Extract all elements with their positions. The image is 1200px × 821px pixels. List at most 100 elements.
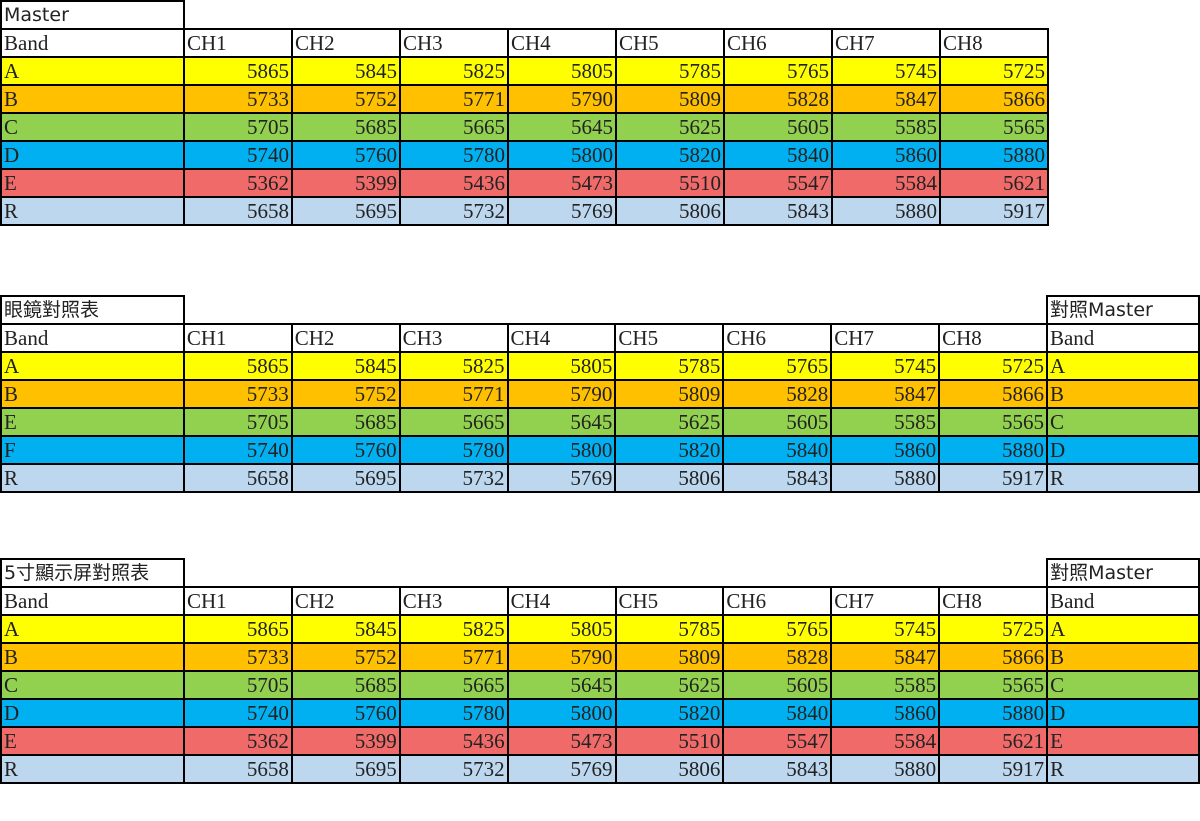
frequency-value: 5880 — [939, 140, 1049, 170]
table-row: A 5865 5845 5825 5805 5785 5765 5745 5725 A — [0, 351, 1200, 381]
channel-header: CH5 — [614, 586, 725, 616]
master-band-label: B — [1046, 642, 1200, 672]
frequency-value: 5765 — [723, 56, 833, 86]
master-band-label: E — [1046, 726, 1200, 756]
master-band-label: C — [1045, 407, 1200, 437]
band-label: F — [0, 435, 185, 465]
frequency-value: 5362 — [182, 726, 293, 756]
title-row: 5寸顯示屏對照表 對照Master — [0, 558, 1200, 588]
table-row: B 5733 5752 5771 5790 5809 5828 5847 5866 — [0, 84, 1049, 114]
frequency-value: 5785 — [614, 351, 725, 381]
frequency-value: 5785 — [615, 56, 725, 86]
frequency-value: 5790 — [506, 642, 617, 672]
frequency-value: 5645 — [506, 407, 617, 437]
header-row: Band CH1 CH2 CH3 CH4 CH5 CH6 CH7 CH8 — [0, 28, 1049, 58]
frequency-value: 5436 — [399, 168, 509, 198]
header-row: Band CH1 CH2 CH3 CH4 CH5 CH6 CH7 CH8 Band — [0, 323, 1200, 353]
band-label: A — [0, 614, 185, 644]
frequency-value: 5769 — [506, 463, 617, 493]
frequency-value: 5362 — [183, 168, 293, 198]
master-band-label: C — [1046, 670, 1200, 700]
frequency-value: 5565 — [938, 407, 1048, 437]
frequency-value: 5847 — [830, 379, 941, 409]
empty-cell — [507, 296, 616, 325]
channel-header: CH2 — [291, 28, 401, 58]
header-row: Band CH1 CH2 CH3 CH4 CH5 CH6 CH7 CH8 Band — [0, 586, 1200, 616]
band-label: B — [0, 84, 185, 114]
table-row: R 5658 5695 5732 5769 5806 5843 5880 5917 — [0, 196, 1049, 226]
frequency-value: 5665 — [399, 112, 509, 142]
frequency-value: 5865 — [182, 351, 293, 381]
table-row: E 5705 5685 5665 5645 5625 5605 5585 5565 C — [0, 407, 1200, 437]
frequency-value: 5625 — [614, 407, 725, 437]
master-band-label: B — [1045, 379, 1200, 409]
channel-header: CH6 — [723, 28, 833, 58]
frequency-value: 5820 — [615, 140, 725, 170]
master-band-header: Band — [1045, 323, 1200, 353]
band-label: B — [0, 642, 185, 672]
frequency-value: 5880 — [830, 754, 941, 784]
frequency-value: 5658 — [182, 754, 293, 784]
band-label: D — [0, 140, 185, 170]
frequency-value: 5765 — [722, 614, 833, 644]
frequency-value: 5752 — [291, 84, 401, 114]
frequency-value: 5725 — [938, 351, 1048, 381]
channel-header: CH7 — [831, 28, 941, 58]
frequency-value: 5695 — [291, 196, 401, 226]
frequency-value: 5840 — [722, 698, 833, 728]
master-ref-title: 對照Master — [1045, 295, 1200, 325]
empty-cell — [184, 1, 292, 30]
frequency-value: 5809 — [614, 642, 725, 672]
frequency-value: 5847 — [830, 642, 941, 672]
title-row: Master — [0, 0, 1048, 30]
master-band-label: R — [1045, 463, 1200, 493]
frequency-value: 5621 — [939, 168, 1049, 198]
frequency-value: 5840 — [723, 140, 833, 170]
channel-header: CH2 — [290, 323, 401, 353]
table-row: R 5658 5695 5732 5769 5806 5843 5880 5917 R — [0, 463, 1200, 493]
frequency-value: 5547 — [723, 168, 833, 198]
frequency-value: 5843 — [722, 754, 833, 784]
channel-header: CH4 — [506, 323, 617, 353]
channel-header: CH8 — [938, 586, 1049, 616]
frequency-value: 5585 — [830, 670, 941, 700]
frequency-value: 5625 — [614, 670, 725, 700]
frequency-value: 5820 — [614, 698, 725, 728]
channel-header: CH1 — [182, 323, 293, 353]
frequency-value: 5740 — [183, 140, 293, 170]
frequency-value: 5780 — [398, 435, 509, 465]
frequency-value: 5760 — [290, 435, 401, 465]
channel-header: CH5 — [615, 28, 725, 58]
frequency-value: 5665 — [398, 670, 509, 700]
frequency-value: 5771 — [398, 642, 509, 672]
frequency-value: 5399 — [291, 168, 401, 198]
frequency-value: 5780 — [399, 140, 509, 170]
master-ref-title: 對照Master — [1046, 558, 1200, 588]
frequency-value: 5473 — [507, 168, 617, 198]
frequency-value: 5800 — [506, 698, 617, 728]
frequency-value: 5745 — [830, 351, 941, 381]
table-row: F 5740 5760 5780 5800 5820 5840 5860 5880 D — [0, 435, 1200, 465]
frequency-value: 5828 — [722, 642, 833, 672]
frequency-value: 5806 — [615, 196, 725, 226]
channel-header: CH6 — [722, 323, 833, 353]
frequency-value: 5605 — [722, 407, 833, 437]
frequency-value: 5733 — [182, 642, 293, 672]
band-label: E — [0, 168, 185, 198]
table-row: C 5705 5685 5665 5645 5625 5605 5585 5565 — [0, 112, 1049, 142]
table-row: E 5362 5399 5436 5473 5510 5547 5584 5621 E — [0, 726, 1200, 756]
frequency-value: 5732 — [398, 754, 509, 784]
frequency-value: 5800 — [506, 435, 617, 465]
frequency-value: 5845 — [290, 351, 401, 381]
empty-cell — [508, 1, 616, 30]
empty-cell — [831, 296, 940, 325]
frequency-value: 5436 — [398, 726, 509, 756]
frequency-value: 5510 — [614, 726, 725, 756]
frequency-value: 5685 — [291, 112, 401, 142]
frequency-value: 5917 — [938, 754, 1049, 784]
frequency-value: 5769 — [507, 196, 617, 226]
frequency-value: 5685 — [290, 407, 401, 437]
empty-cell — [291, 559, 400, 588]
frequency-value: 5769 — [506, 754, 617, 784]
empty-cell — [831, 559, 940, 588]
